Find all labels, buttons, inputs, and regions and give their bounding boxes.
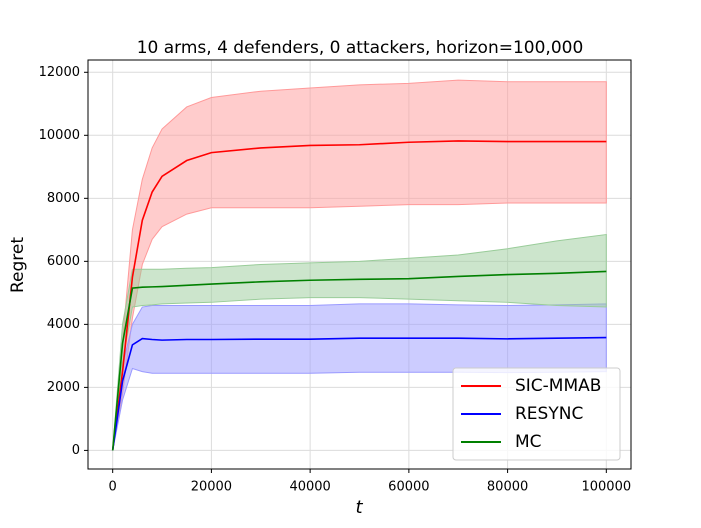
- y-tick-label: 12000: [39, 65, 80, 80]
- x-tick-label: 0: [109, 480, 117, 495]
- legend-label: MC: [515, 432, 542, 452]
- y-tick-label: 0: [72, 443, 80, 458]
- y-tick-label: 10000: [39, 128, 80, 143]
- legend-box: [452, 367, 621, 461]
- band: [112, 233, 607, 451]
- y-tick-label: 8000: [47, 191, 80, 206]
- legend-label: RESYNC: [515, 404, 583, 424]
- y-tick-label: 4000: [47, 317, 80, 332]
- plot-frame: [87, 59, 632, 470]
- x-tick-label: 100000: [581, 480, 631, 495]
- y-tick-label: 2000: [47, 380, 80, 395]
- line: [111, 140, 607, 451]
- y-axis-label: Regret: [8, 237, 28, 293]
- x-tick-label: 60000: [388, 480, 429, 495]
- line: [111, 336, 607, 451]
- chart-title: 10 arms, 4 defenders, 0 attackers, horiz…: [137, 38, 584, 58]
- x-tick-label: 20000: [191, 480, 232, 495]
- y-tick-label: 6000: [47, 254, 80, 269]
- x-tick-label: 80000: [487, 480, 528, 495]
- legend-label: SIC-MMAB: [515, 376, 601, 396]
- line: [111, 270, 607, 451]
- x-axis-label: t: [355, 497, 363, 518]
- x-tick-label: 40000: [289, 480, 330, 495]
- legend: SIC-MMAB RESYNC MC: [452, 367, 621, 461]
